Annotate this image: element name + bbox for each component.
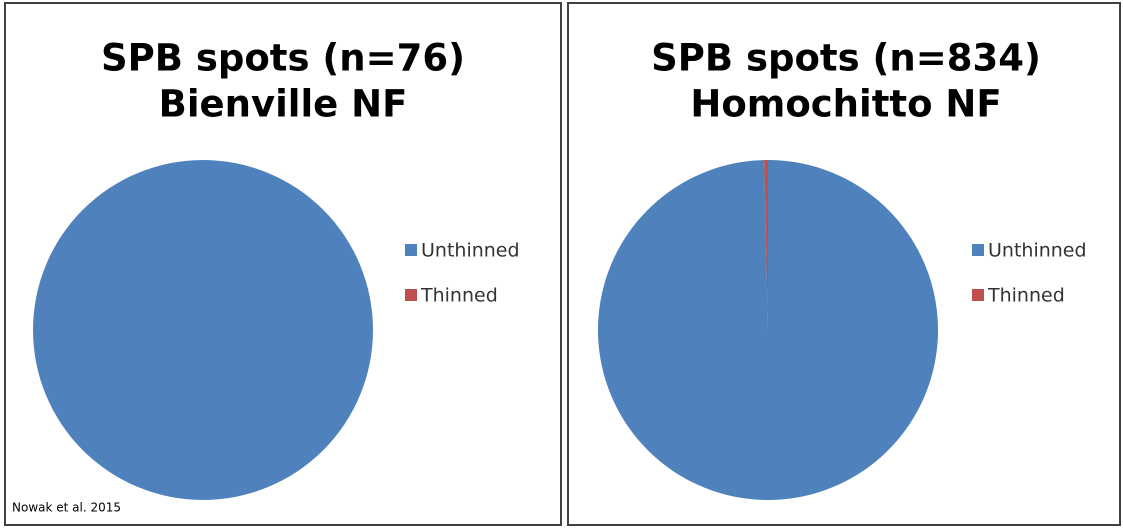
legend-label: Thinned [987,285,1065,307]
pie-slice [764,160,768,330]
pie-slice [33,160,373,500]
chart-subtitle: Bienville NF [159,83,408,126]
chart-title: SPB spots (n=834) [651,37,1041,80]
legend-label: Unthinned [421,240,520,262]
panel-border [4,2,562,526]
chart-title: SPB spots (n=76) [101,37,465,80]
chart-subtitle: Homochitto NF [690,83,1001,126]
legend-label: Thinned [420,285,498,307]
legend-swatch [405,244,417,256]
panel-border [567,2,1121,526]
legend-swatch [972,244,984,256]
annotation: Nowak et al. 2015 [12,501,121,515]
legend-label: Unthinned [988,240,1087,262]
pie-slice [597,160,938,500]
legend-swatch [972,289,984,301]
legend-swatch [405,289,417,301]
